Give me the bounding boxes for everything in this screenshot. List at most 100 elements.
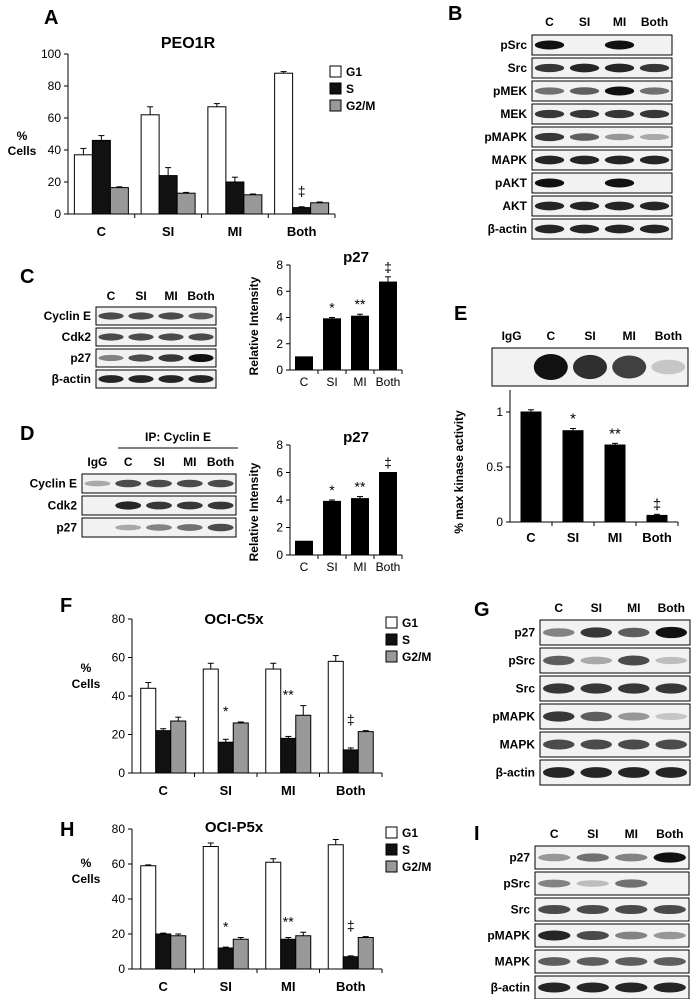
blot-band — [146, 479, 172, 488]
blot-label: β-actin — [488, 222, 527, 236]
blot-band — [604, 155, 635, 165]
y-axis-unit: % — [17, 129, 28, 143]
blot-band — [576, 930, 609, 941]
blot-G: p27 pSrc Src pMAPK MAPK β-actin — [492, 619, 691, 786]
blot-strip — [531, 172, 673, 194]
x-tick-label: MI — [281, 783, 295, 798]
panel-letter: D — [20, 423, 34, 445]
blot-band — [534, 132, 565, 142]
y-tick-label: 2 — [276, 521, 283, 535]
bar-c — [520, 411, 542, 523]
x-tick-label: Both — [376, 560, 401, 574]
y-tick-label: 40 — [48, 143, 62, 157]
blot-band — [188, 312, 214, 320]
blot-band — [604, 86, 635, 96]
legend-swatch — [329, 65, 342, 78]
significance-mark: ‡ — [653, 496, 661, 513]
blot-band — [98, 312, 124, 320]
significance-mark: ‡ — [384, 455, 392, 471]
lane-label: C — [550, 827, 559, 841]
significance-mark: * — [223, 919, 229, 935]
blot-label: MAPK — [492, 153, 528, 167]
bar-mi-s — [280, 938, 297, 970]
blot-band — [573, 354, 607, 380]
legend-label: S — [402, 843, 410, 857]
y-axis-unit: % — [81, 856, 92, 870]
y-tick-label: 0 — [118, 766, 125, 780]
y-tick-label: 1 — [496, 405, 503, 419]
blot-band — [543, 711, 575, 722]
blot-band — [651, 359, 686, 375]
blot-label: Cyclin E — [30, 477, 77, 491]
legend-swatch — [385, 616, 398, 629]
legend-label: G2/M — [346, 99, 375, 113]
blot-band — [534, 155, 565, 165]
blot-band — [158, 354, 184, 362]
blot-label: pSrc — [503, 877, 530, 891]
lane-label: Both — [656, 827, 683, 841]
blot-band — [158, 333, 184, 341]
legend-swatch — [329, 82, 342, 95]
y-tick-label: 0 — [276, 363, 283, 377]
blot-band — [580, 656, 612, 665]
blot-band — [534, 87, 565, 95]
y-tick-label: 8 — [276, 438, 283, 452]
blot-band — [207, 501, 234, 510]
legend-label: G1 — [346, 65, 362, 79]
x-tick-label: SI — [567, 530, 579, 545]
blot-label: Cyclin E — [44, 309, 91, 323]
y-axis-label: Relative Intensity — [247, 276, 261, 375]
y-tick-label: 0.5 — [486, 460, 503, 474]
panel-letter: A — [44, 7, 58, 29]
blot-label: pMEK — [493, 84, 527, 98]
blot-band — [655, 656, 687, 665]
blot-band — [604, 133, 635, 141]
x-tick-label: C — [97, 224, 107, 239]
x-tick-label: MI — [228, 224, 242, 239]
blot-label: Cdk2 — [48, 499, 78, 513]
y-tick-label: 40 — [112, 689, 126, 703]
y-tick-label: 0 — [118, 962, 125, 976]
blot-strip — [531, 80, 673, 102]
blot-band — [534, 201, 565, 211]
blot-label: β-actin — [491, 981, 530, 995]
blot-strip — [531, 57, 673, 79]
blot-band — [653, 904, 686, 915]
blot-label: MAPK — [500, 738, 536, 752]
bar-c-g2m — [109, 187, 129, 215]
blot-band — [655, 626, 687, 639]
blot-band — [98, 354, 124, 362]
blot-band — [639, 201, 670, 211]
blot-band — [188, 353, 214, 363]
blot-band — [176, 501, 203, 510]
blot-band — [543, 683, 575, 694]
blot-band — [569, 224, 600, 234]
lane-label: C — [124, 455, 133, 469]
bar-mi — [351, 498, 369, 556]
blot-strip — [95, 369, 217, 389]
blot-band — [615, 879, 648, 888]
significance-mark: ‡ — [298, 183, 306, 199]
blot-label: pMAPK — [492, 710, 535, 724]
bar-both-g1 — [327, 660, 344, 774]
significance-mark: ** — [609, 425, 621, 442]
bar-si-g2m — [232, 938, 249, 970]
bar-c-g2m — [170, 720, 187, 774]
significance-mark: * — [329, 482, 335, 498]
blot-band — [538, 853, 571, 862]
bar-both — [646, 514, 668, 523]
lane-label: MI — [183, 455, 196, 469]
x-tick-label: SI — [220, 979, 232, 994]
blot-band — [576, 957, 609, 966]
significance-mark: ** — [283, 687, 294, 703]
blot-strip — [531, 103, 673, 125]
y-tick-label: 6 — [276, 466, 283, 480]
blot-strip — [531, 218, 673, 240]
blot-band — [115, 479, 142, 488]
blot-band — [655, 683, 687, 694]
bar-si-g2m — [232, 722, 249, 774]
y-axis-unit: Cells — [8, 144, 37, 158]
blot-strip — [534, 871, 690, 896]
lane-label: C — [545, 15, 554, 29]
